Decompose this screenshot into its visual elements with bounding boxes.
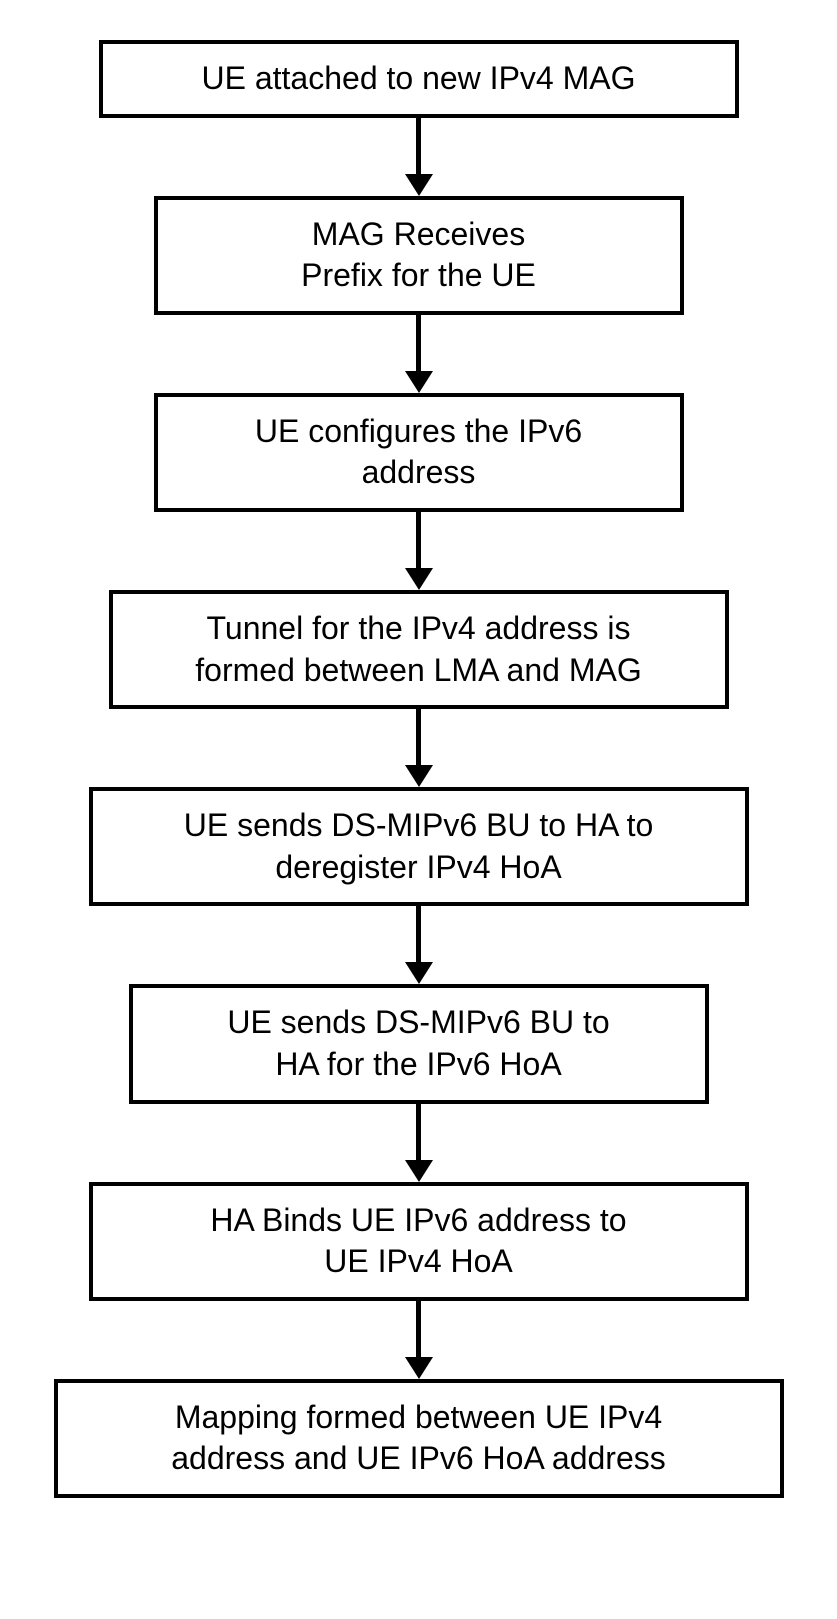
flow-arrow-3 xyxy=(405,512,433,590)
flowchart-container: UE attached to new IPv4 MAG MAG Receives… xyxy=(39,40,799,1498)
flow-arrow-6 xyxy=(405,1104,433,1182)
flow-node-3: UE configures the IPv6 address xyxy=(154,393,684,512)
flow-node-6-line1: UE sends DS-MIPv6 BU to xyxy=(227,1002,609,1044)
flow-arrow-4 xyxy=(405,709,433,787)
flow-node-6-line2: HA for the IPv6 HoA xyxy=(275,1044,561,1086)
flow-node-8: Mapping formed between UE IPv4 address a… xyxy=(54,1379,784,1498)
flow-node-7-line1: HA Binds UE IPv6 address to xyxy=(210,1200,626,1242)
arrow-line xyxy=(416,512,421,568)
flow-node-5: UE sends DS-MIPv6 BU to HA to deregister… xyxy=(89,787,749,906)
flow-node-1-line1: UE attached to new IPv4 MAG xyxy=(202,58,636,100)
flow-node-4-line1: Tunnel for the IPv4 address is xyxy=(207,608,631,650)
arrow-line xyxy=(416,1104,421,1160)
flow-node-2-line2: Prefix for the UE xyxy=(301,255,536,297)
flow-node-7-line2: UE IPv4 HoA xyxy=(324,1241,513,1283)
flow-node-1: UE attached to new IPv4 MAG xyxy=(99,40,739,118)
flow-node-2: MAG Receives Prefix for the UE xyxy=(154,196,684,315)
flow-node-3-line1: UE configures the IPv6 xyxy=(255,411,582,453)
arrow-line xyxy=(416,118,421,174)
flow-node-7: HA Binds UE IPv6 address to UE IPv4 HoA xyxy=(89,1182,749,1301)
flow-node-8-line2: address and UE IPv6 HoA address xyxy=(171,1438,666,1480)
arrow-head-icon xyxy=(405,568,433,590)
arrow-head-icon xyxy=(405,962,433,984)
arrow-line xyxy=(416,1301,421,1357)
arrow-line xyxy=(416,906,421,962)
arrow-head-icon xyxy=(405,1357,433,1379)
flow-arrow-2 xyxy=(405,315,433,393)
arrow-head-icon xyxy=(405,174,433,196)
arrow-line xyxy=(416,709,421,765)
arrow-head-icon xyxy=(405,371,433,393)
flow-node-5-line2: deregister IPv4 HoA xyxy=(275,847,561,889)
flow-node-8-line1: Mapping formed between UE IPv4 xyxy=(175,1397,662,1439)
flow-node-3-line2: address xyxy=(362,452,476,494)
arrow-head-icon xyxy=(405,1160,433,1182)
flow-arrow-7 xyxy=(405,1301,433,1379)
flow-node-4-line2: formed between LMA and MAG xyxy=(195,650,641,692)
flow-node-4: Tunnel for the IPv4 address is formed be… xyxy=(109,590,729,709)
flow-node-5-line1: UE sends DS-MIPv6 BU to HA to xyxy=(184,805,654,847)
arrow-head-icon xyxy=(405,765,433,787)
flow-arrow-1 xyxy=(405,118,433,196)
flow-node-6: UE sends DS-MIPv6 BU to HA for the IPv6 … xyxy=(129,984,709,1103)
flow-node-2-line1: MAG Receives xyxy=(312,214,525,256)
arrow-line xyxy=(416,315,421,371)
flow-arrow-5 xyxy=(405,906,433,984)
